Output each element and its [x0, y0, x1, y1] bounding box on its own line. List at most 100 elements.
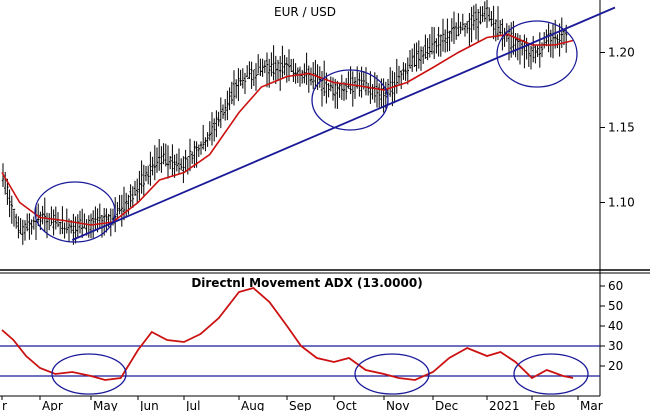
ohlc-bar: [232, 70, 236, 106]
ohlc-bar: [347, 71, 350, 89]
ohlc-bar: [367, 82, 370, 96]
ohlc-bar: [177, 148, 181, 175]
ohlc-bar: [402, 62, 405, 80]
x-tick-label: Dec: [435, 399, 458, 411]
ohlc-bar: [138, 170, 141, 201]
ohlc-bar: [52, 209, 55, 236]
ohlc-bar: [265, 52, 269, 88]
ohlc-bar: [263, 60, 266, 74]
ohlc-bar: [67, 218, 71, 243]
ohlc-bar: [488, 7, 491, 22]
ohlc-bar: [155, 147, 159, 173]
ohlc-bar: [455, 22, 458, 40]
ohlc-bar: [415, 42, 418, 72]
ohlc-bar: [523, 34, 526, 69]
ohlc-bar: [166, 145, 170, 179]
ohlc-bar: [133, 180, 137, 196]
ohlc-bar: [228, 87, 231, 111]
moving-average-path: [1, 33, 574, 226]
ohlc-bar: [301, 69, 304, 84]
ohlc-bar: [202, 124, 205, 150]
moving-average-line: [1, 33, 574, 226]
ohlc-bar: [433, 27, 436, 60]
ohlc-bar: [494, 19, 497, 42]
ohlc-bar: [371, 84, 374, 100]
ohlc-bar: [142, 164, 145, 197]
ohlc-bar: [30, 219, 33, 235]
trendline-path: [71, 6, 616, 241]
ohlc-bar: [503, 27, 506, 47]
ohlc-bar: [353, 76, 357, 99]
ohlc-bar: [235, 79, 238, 99]
ohlc-bar: [496, 6, 500, 41]
ohlc-bar: [532, 36, 535, 63]
ohlc-bar: [477, 9, 480, 42]
ohlc-bar: [450, 18, 453, 42]
ohlc-bar: [226, 90, 229, 121]
ohlc-bar: [83, 213, 86, 229]
ohlc-bar: [248, 61, 251, 80]
ohlc-bar: [17, 216, 20, 239]
ohlc-bar: [217, 111, 220, 127]
ohlc-bar: [448, 30, 451, 52]
ohlc-bar: [457, 13, 460, 37]
ohlc-bar: [565, 24, 568, 53]
ohlc-bar: [76, 214, 79, 238]
x-tick-label: Mar: [580, 399, 603, 411]
ohlc-bar: [98, 203, 101, 229]
ohlc-bar: [543, 32, 546, 49]
highlight-ellipse: [34, 181, 116, 243]
ohlc-bar: [188, 138, 192, 172]
ohlc-bar: [208, 121, 211, 141]
x-axis: r Apr May Jun Jul Aug Sep Oct Nov Dec 2021 Feb Mar: [1, 396, 603, 411]
ohlc-bar: [270, 52, 273, 77]
ohlc-bar: [171, 144, 174, 176]
ohlc-bar: [213, 118, 216, 142]
ohlc-bar: [252, 69, 255, 87]
ohlc-bar: [206, 132, 209, 147]
ohlc-bar: [219, 97, 222, 129]
price-highlight-ellipses: [34, 20, 578, 243]
ohlc-bar: [28, 213, 31, 240]
ohlc-bar: [538, 32, 541, 68]
price-y-axis: 1.20 1.15 1.10: [600, 46, 635, 210]
x-tick-label: Apr: [42, 399, 63, 411]
ohlc-bar: [160, 146, 163, 173]
x-tick-label: Sep: [289, 399, 312, 411]
ohlc-bar: [169, 155, 172, 170]
ohlc-bar: [59, 221, 62, 235]
ohlc-bar: [204, 137, 207, 152]
adx-tick-label: 20: [608, 359, 623, 373]
ohlc-bar: [430, 26, 434, 55]
ohlc-bar: [281, 45, 284, 78]
highlight-ellipse: [496, 20, 578, 88]
ohlc-bar: [314, 59, 317, 89]
ohlc-bar: [468, 12, 471, 47]
ohlc-bar: [283, 54, 286, 76]
ohlc-bar: [131, 186, 134, 208]
ohlc-bar: [547, 23, 550, 53]
ohlc-bar: [136, 178, 139, 204]
ohlc-bar: [151, 156, 154, 176]
adx-y-axis: 60 50 40 30 20: [600, 279, 623, 373]
ohlc-bar: [274, 55, 277, 85]
x-tick-label: Nov: [386, 399, 409, 411]
x-tick-label: Aug: [241, 399, 264, 411]
x-tick-label: 2021: [489, 399, 520, 411]
highlight-ellipse: [513, 353, 589, 395]
adx-chart-title: Directnl Movement ADX (13.0000): [191, 276, 422, 290]
adx-highlight-ellipses: [51, 353, 589, 395]
ohlc-bar: [331, 77, 335, 101]
ohlc-bar: [276, 59, 280, 82]
ohlc-bar: [230, 81, 233, 105]
ohlc-bar: [338, 83, 341, 98]
ohlc-bar: [472, 5, 475, 31]
ohlc-bar: [8, 189, 11, 218]
ohlc-bar: [529, 45, 533, 70]
price-chart-title: EUR / USD: [274, 5, 336, 19]
ohlc-bar: [144, 166, 148, 182]
ohlc-bar: [459, 21, 462, 34]
ohlc-bar: [158, 139, 161, 171]
ohlc-bar: [329, 76, 332, 92]
